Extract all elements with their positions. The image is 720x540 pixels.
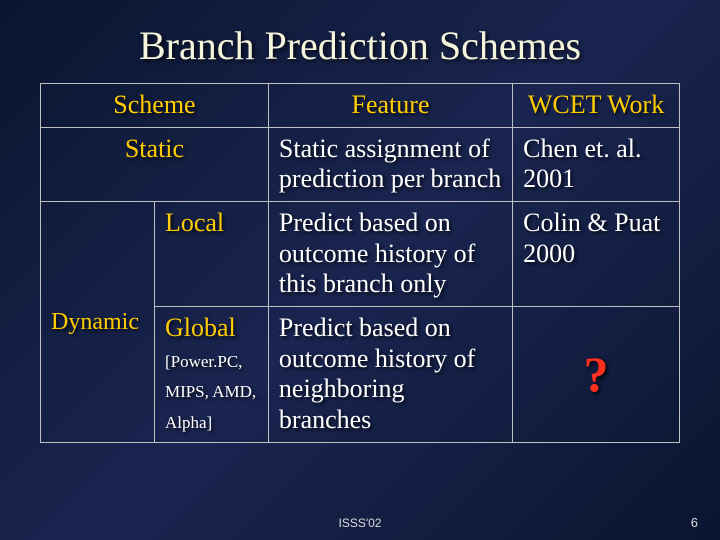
static-feature: Static assignment of prediction per bran… — [268, 127, 512, 201]
dynamic-label: Dynamic — [41, 202, 155, 443]
static-scheme-name: Static — [41, 127, 269, 201]
page-number: 6 — [691, 515, 698, 530]
global-architectures: [Power.PC, MIPS, AMD, Alpha] — [165, 352, 256, 432]
row-local: Dynamic Local Predict based on outcome h… — [41, 202, 680, 307]
header-wcet: WCET Work — [513, 84, 680, 128]
header-scheme: Scheme — [41, 84, 269, 128]
local-wcet: Colin & Puat 2000 — [513, 202, 680, 307]
slide-title: Branch Prediction Schemes — [0, 0, 720, 83]
row-static: Static Static assignment of prediction p… — [41, 127, 680, 201]
local-scheme-name: Local — [154, 202, 268, 307]
footer-conference: ISSS'02 — [0, 516, 720, 530]
local-feature: Predict based on outcome history of this… — [268, 202, 512, 307]
header-feature: Feature — [268, 84, 512, 128]
global-scheme-name: Global — [165, 313, 236, 342]
table-header-row: Scheme Feature WCET Work — [41, 84, 680, 128]
global-wcet-unknown: ? — [513, 307, 680, 443]
global-scheme-cell: Global [Power.PC, MIPS, AMD, Alpha] — [154, 307, 268, 443]
global-feature: Predict based on outcome history of neig… — [268, 307, 512, 443]
schemes-table: Scheme Feature WCET Work Static Static a… — [40, 83, 680, 443]
static-wcet: Chen et. al. 2001 — [513, 127, 680, 201]
table-container: Scheme Feature WCET Work Static Static a… — [0, 83, 720, 443]
